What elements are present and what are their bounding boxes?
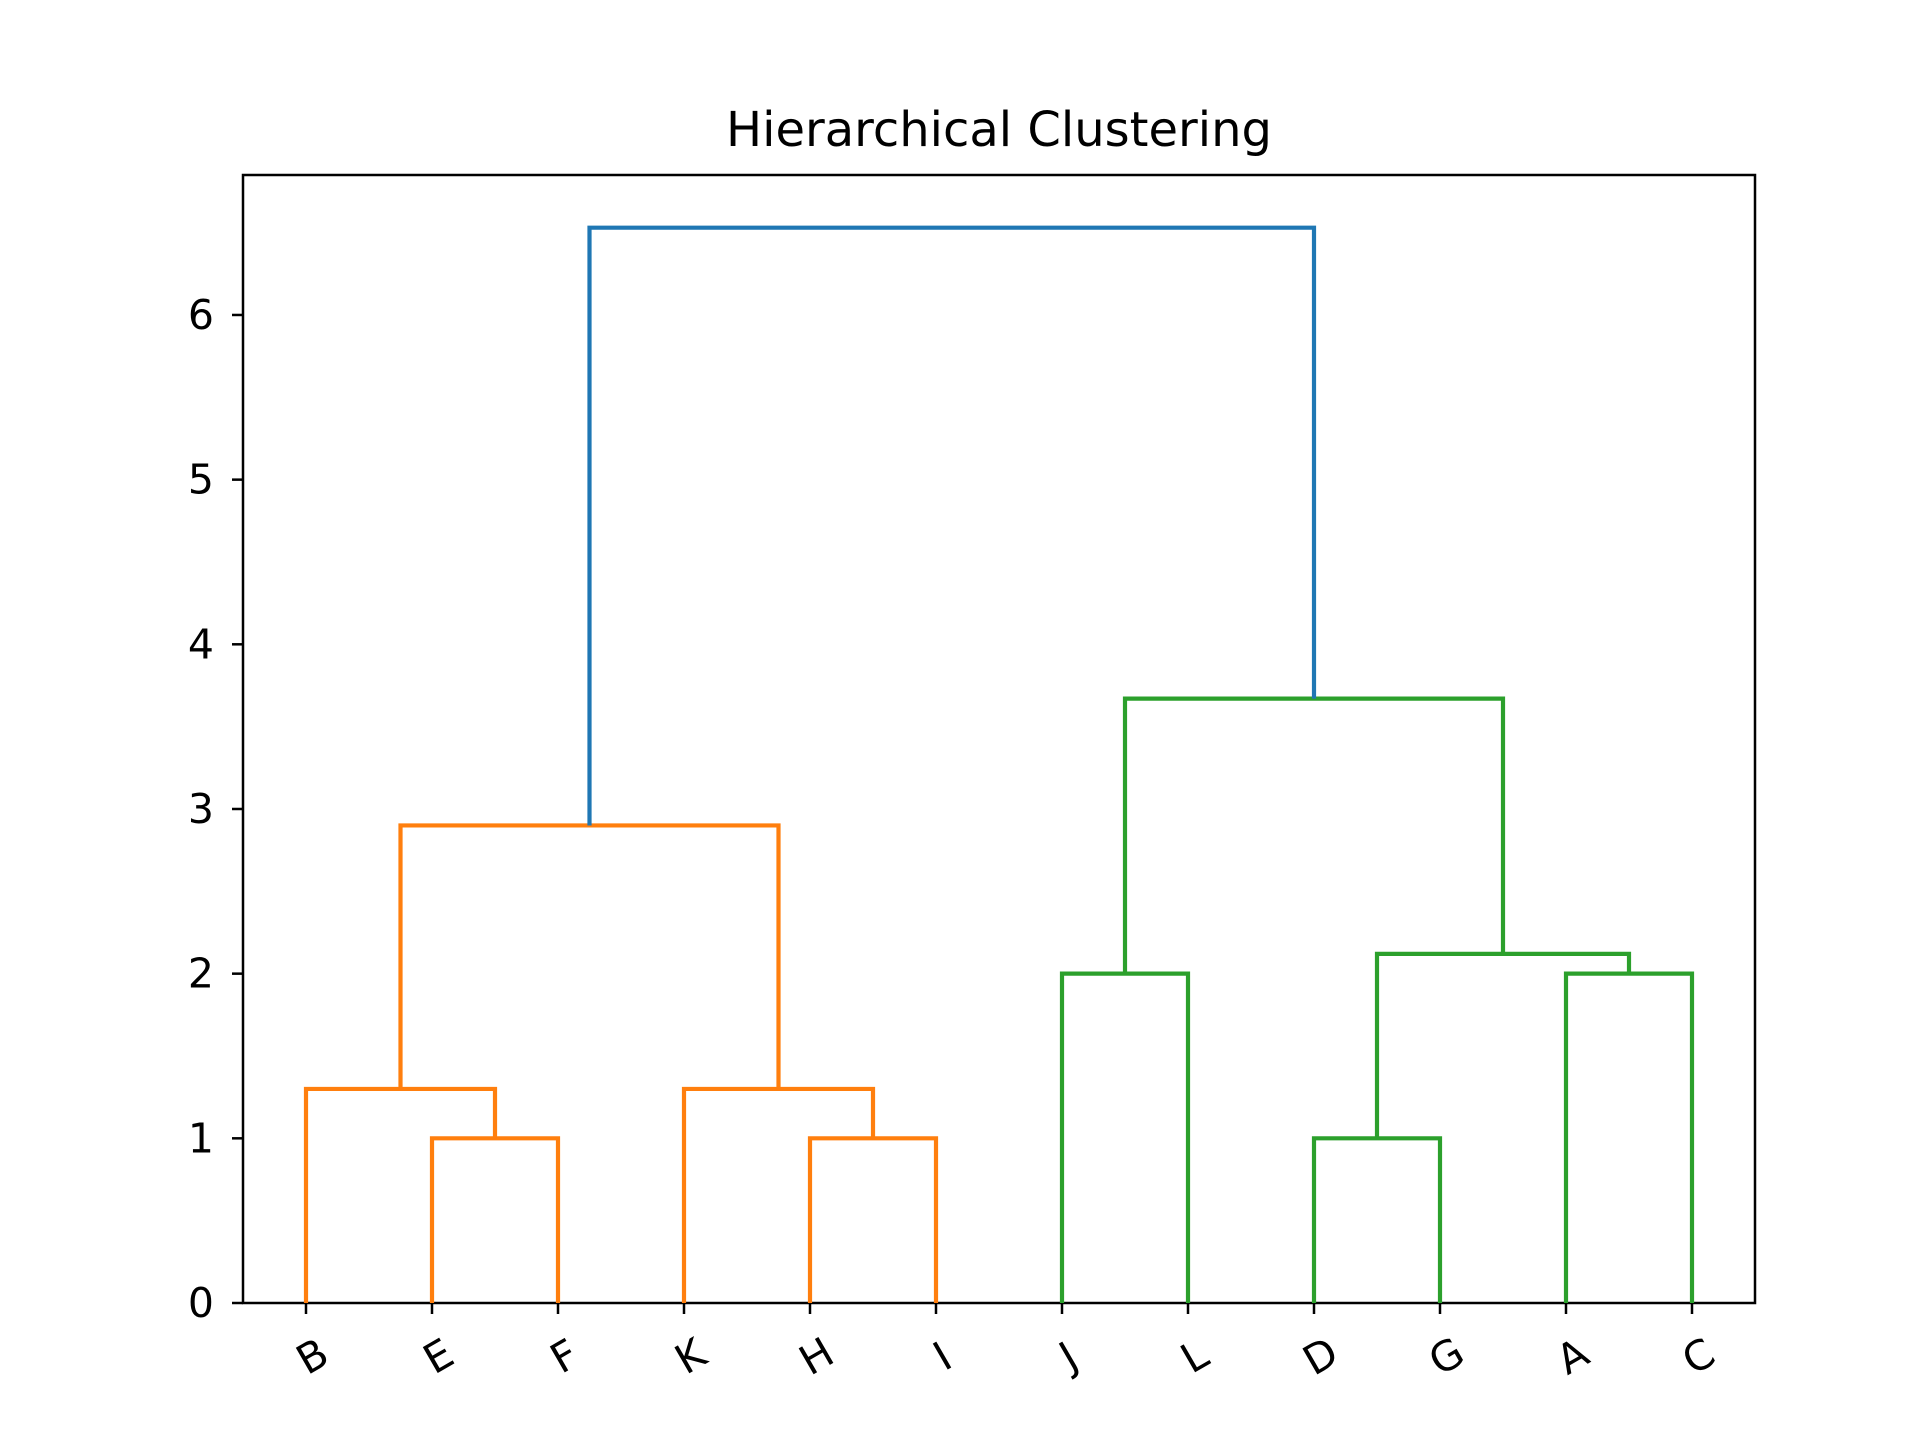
y-tick-label: 4 (188, 620, 214, 668)
dendrogram-link-b-ef (303, 1086, 498, 1303)
leaf-label-a: A (1548, 1329, 1596, 1385)
dendrogram-link-bef-khi (398, 823, 781, 1089)
leaf-label-c: C (1674, 1328, 1723, 1384)
y-tick-label: 2 (188, 950, 214, 998)
leaf-label-i: I (925, 1333, 959, 1381)
leaf-label-j: J (1049, 1333, 1086, 1382)
y-tick-label: 3 (188, 785, 214, 833)
y-tick-label: 5 (188, 456, 214, 504)
dendrogram-link-h-i (807, 1136, 939, 1303)
dendrogram-link-j-l (1059, 971, 1191, 1303)
dendrogram-link-k-hi (681, 1086, 876, 1303)
leaf-label-k: K (667, 1328, 715, 1384)
leaf-label-f: F (542, 1330, 586, 1383)
dendrogram-link-d-g (1311, 1136, 1443, 1303)
leaf-label-d: D (1295, 1328, 1346, 1385)
plot-frame (241, 173, 1757, 1305)
dendrogram-link-a-c (1563, 971, 1695, 1303)
leaf-label-h: H (791, 1328, 842, 1385)
leaf-label-l: L (1173, 1330, 1217, 1383)
y-axis: 0 1 2 3 4 5 6 (188, 291, 243, 1327)
y-tick-label: 1 (188, 1114, 214, 1162)
dendrogram-link-jl-dgac (1122, 696, 1506, 974)
chart-title: Hierarchical Clustering (726, 102, 1272, 158)
leaf-label-g: G (1421, 1328, 1473, 1385)
leaf-label-e: E (415, 1329, 461, 1384)
leaf-label-b: B (288, 1329, 336, 1385)
dendrogram-links (303, 225, 1695, 1303)
dendrogram-link-dg-ac (1374, 951, 1632, 1139)
dendrogram-link-e-f (429, 1136, 561, 1303)
y-tick-label: 6 (188, 291, 214, 339)
dendrogram-link-befkhi-jldgac (587, 225, 1317, 826)
y-tick-label: 0 (188, 1279, 214, 1327)
